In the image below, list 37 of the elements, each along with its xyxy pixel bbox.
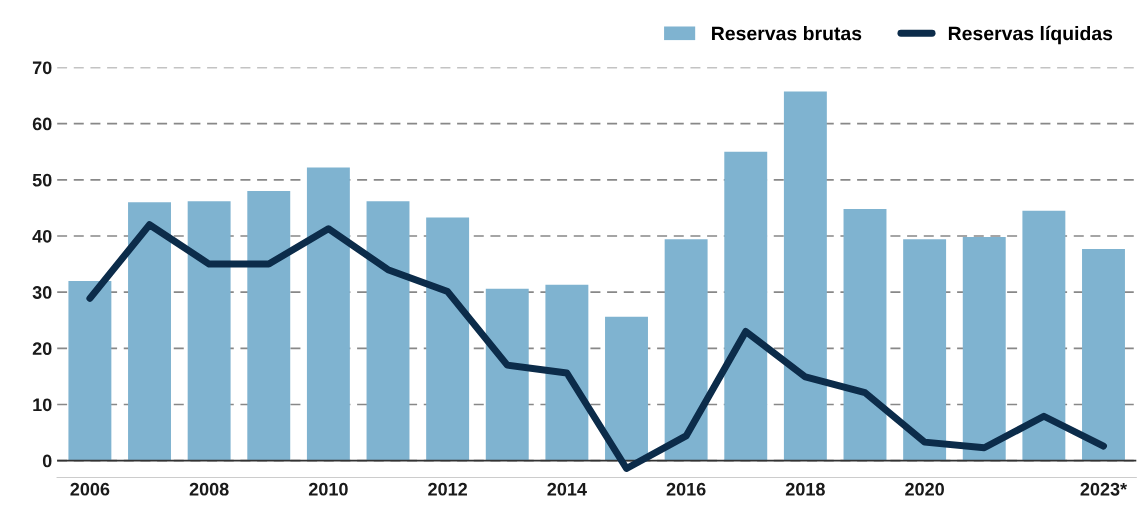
x-tick-label: 2012 xyxy=(428,482,467,496)
x-tick-label: 2023* xyxy=(1080,482,1128,496)
bar xyxy=(68,280,112,461)
bar xyxy=(843,209,887,461)
y-tick-label: 20 xyxy=(32,342,52,356)
bar xyxy=(306,167,350,461)
x-tick-label: 2018 xyxy=(785,482,825,496)
bar xyxy=(426,217,470,461)
x-tick-label: 2008 xyxy=(189,482,229,496)
x-tick-label: 2014 xyxy=(547,482,587,496)
bar xyxy=(1022,210,1066,461)
x-tick-label: 2020 xyxy=(905,482,944,496)
bar xyxy=(545,284,589,461)
bar xyxy=(903,239,947,461)
bar xyxy=(128,202,171,461)
bar xyxy=(485,288,529,461)
bar xyxy=(664,239,708,461)
y-tick-label: 10 xyxy=(33,398,52,412)
bar xyxy=(1082,248,1125,461)
y-tick-label: 60 xyxy=(32,117,52,131)
y-tick-label: 0 xyxy=(42,454,52,468)
bar xyxy=(962,237,1006,461)
y-tick-label: 40 xyxy=(32,229,52,243)
x-tick-label: 2006 xyxy=(70,482,110,496)
y-tick-label: 30 xyxy=(32,286,52,299)
bar xyxy=(783,91,827,461)
x-tick-label: 2016 xyxy=(666,482,706,496)
bar xyxy=(724,151,768,461)
bar xyxy=(247,191,291,461)
y-tick-label: 70 xyxy=(32,61,52,75)
bar xyxy=(605,316,648,461)
legend-label: Reservas líquidas xyxy=(948,25,1113,45)
bar xyxy=(187,201,231,461)
x-tick-label: 2010 xyxy=(308,482,348,496)
legend-label: Reservas brutas xyxy=(712,26,862,41)
y-tick-label: 50 xyxy=(32,173,52,187)
bar xyxy=(366,201,410,461)
